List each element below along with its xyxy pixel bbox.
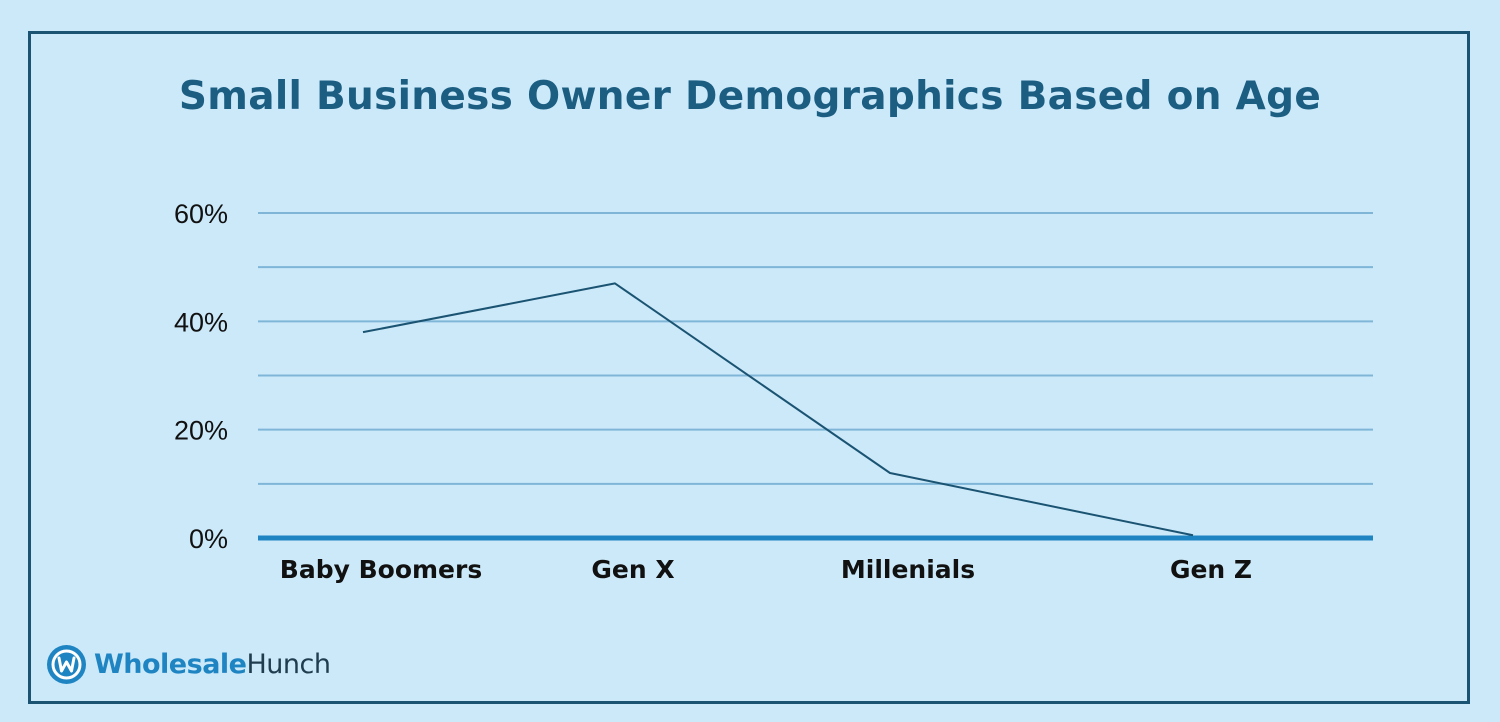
y-axis-ticks: 0% 20% 40% 60% [174, 199, 228, 554]
series-line [362, 282, 1194, 537]
brand-name-part2: Hunch [246, 648, 331, 680]
y-tick-label: 40% [174, 307, 228, 337]
y-tick-label: 60% [174, 199, 228, 229]
wholesalehunch-logo-icon [47, 644, 86, 684]
x-tick-label: Gen X [591, 555, 674, 584]
x-axis-ticks: Baby Boomers Gen X Millenials Gen Z [280, 555, 1252, 584]
brand-logo: WholesaleHunch [47, 643, 331, 685]
series-lines [362, 282, 1194, 537]
x-tick-label: Gen Z [1170, 555, 1252, 584]
brand-wordmark: WholesaleHunch [94, 648, 331, 680]
y-tick-label: 20% [174, 416, 228, 446]
gridlines [258, 212, 1373, 541]
brand-name-part1: Wholesale [94, 648, 247, 680]
chart-frame [28, 31, 1470, 704]
chart-title: Small Business Owner Demographics Based … [178, 74, 1322, 119]
x-tick-label: Baby Boomers [280, 555, 482, 584]
y-tick-label: 0% [189, 524, 228, 554]
x-tick-label: Millenials [841, 555, 975, 584]
